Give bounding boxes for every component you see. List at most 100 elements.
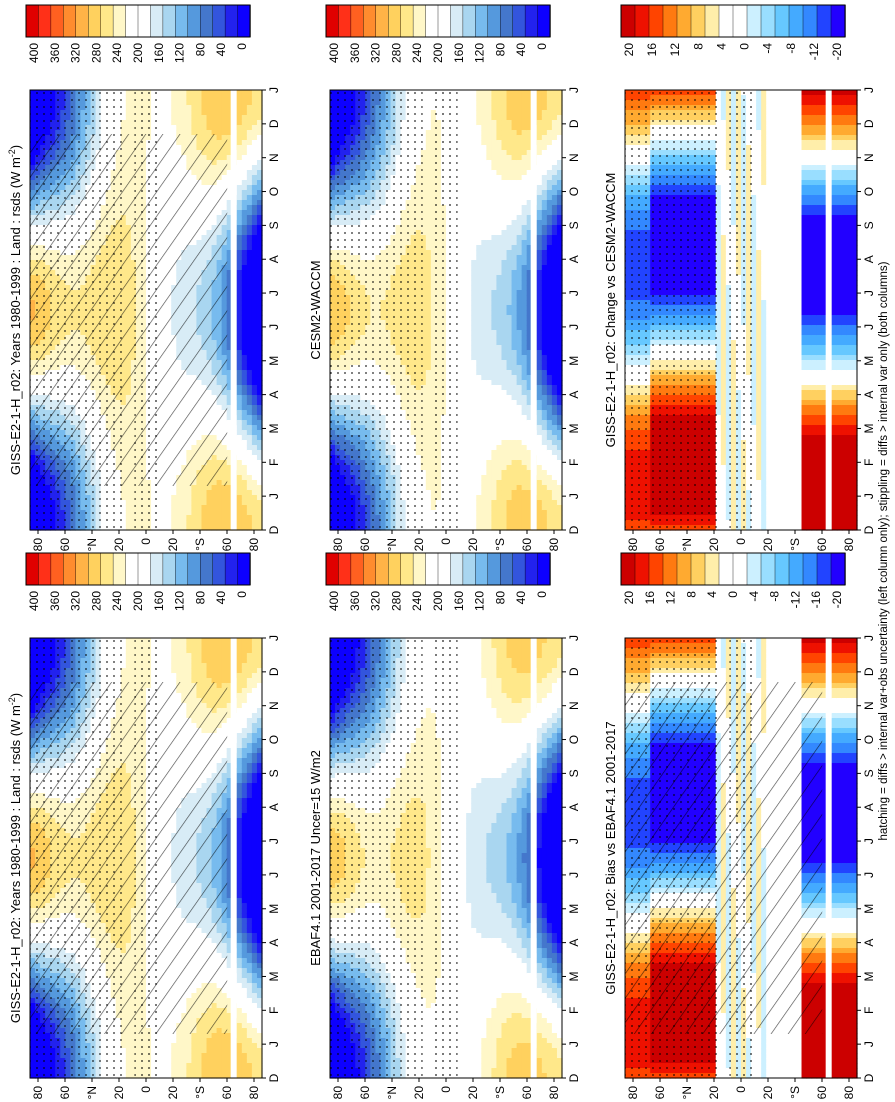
heatmap-cell (246, 753, 253, 759)
heatmap-cell (186, 668, 192, 674)
heatmap-cell (226, 1033, 233, 1039)
heatmap-cell (246, 963, 253, 969)
heatmap-cell (236, 1068, 243, 1074)
heatmap-cell (191, 653, 198, 659)
heatmap-cell (236, 1043, 243, 1049)
heatmap-cell (226, 743, 233, 749)
heatmap-cell (211, 673, 218, 679)
heatmap-cell (181, 673, 187, 679)
heatmap-cell (236, 653, 243, 659)
heatmap-cell (206, 653, 213, 659)
heatmap-cell (191, 678, 198, 684)
colorbar-label: 80 (193, 591, 207, 605)
heatmap-cell (226, 1028, 233, 1034)
heatmap-cell (236, 913, 243, 919)
heatmap-cell (251, 868, 258, 874)
heatmap-cell (211, 1073, 218, 1079)
colorbar-swatch (137, 552, 152, 586)
heatmap-cell (236, 863, 243, 869)
heatmap-cell (241, 818, 248, 824)
heatmap-cell (256, 703, 263, 709)
heatmap-cell (181, 658, 187, 664)
heatmap-cell (256, 738, 263, 744)
heatmap-cell (236, 868, 243, 874)
colorbar-label: 120 (173, 591, 187, 611)
heatmap-cell (256, 963, 263, 969)
heatmap-cell (166, 1058, 172, 1064)
colorbar-swatch (50, 552, 65, 586)
heatmap-cell (246, 863, 253, 869)
heatmap-cell (226, 858, 233, 864)
heatmap-cell (251, 873, 258, 879)
heatmap-cell (166, 1073, 172, 1079)
heatmap-cell (171, 1043, 177, 1049)
heatmap-cell (130, 658, 137, 664)
heatmap-cell (241, 963, 248, 969)
heatmap-cell (201, 643, 208, 649)
heatmap-cell (206, 1048, 213, 1054)
heatmap-cell (176, 1033, 182, 1039)
heatmap-cell (241, 1058, 248, 1064)
heatmap-cell (246, 1048, 253, 1054)
heatmap-cell (125, 1058, 132, 1064)
heatmap-cell (241, 908, 248, 914)
heatmap-cell (256, 893, 263, 899)
heatmap-cell (181, 638, 187, 644)
heatmap-cell (130, 1073, 137, 1079)
heatmap-cell (206, 648, 213, 654)
heatmap-cell (221, 678, 228, 684)
heatmap-cell (166, 1033, 172, 1039)
heatmap-cell (206, 1033, 213, 1039)
heatmap-cell (226, 688, 233, 694)
heatmap-cell (171, 643, 177, 649)
heatmap-cell (186, 653, 192, 659)
heatmap-cell (236, 928, 243, 934)
heatmap-cell (236, 878, 243, 884)
heatmap-cell (251, 788, 258, 794)
colorbar-swatch (175, 552, 189, 586)
heatmap-cell (156, 668, 162, 674)
heatmap-cell (241, 903, 248, 909)
heatmap-cell (166, 1053, 172, 1059)
heatmap-cell (120, 643, 127, 649)
heatmap-cell (186, 678, 192, 684)
heatmap-cell (236, 1003, 243, 1009)
heatmap-cell (226, 923, 233, 929)
heatmap-cell (251, 823, 258, 829)
heatmap-cell (171, 1073, 177, 1079)
heatmap-cell (236, 833, 243, 839)
heatmap-cell (246, 838, 253, 844)
heatmap-cell (130, 1058, 137, 1064)
heatmap-cell (226, 933, 233, 939)
heatmap-cell (211, 648, 218, 654)
heatmap-cell (251, 778, 258, 784)
heatmap-cell (256, 773, 263, 779)
month-tick-label: J (267, 838, 281, 844)
heatmap-cell (236, 733, 243, 739)
heatmap-cell (246, 683, 253, 689)
heatmap-cell (256, 968, 263, 974)
heatmap-cell (246, 1033, 253, 1039)
heatmap-cell (251, 1008, 258, 1014)
heatmap-cell (226, 803, 233, 809)
heatmap-cell (191, 1053, 198, 1059)
heatmap-cell (211, 653, 218, 659)
heatmap-cell (226, 868, 233, 874)
heatmap-cell (176, 1058, 182, 1064)
heatmap-cell (246, 1028, 253, 1034)
heatmap-cell (241, 698, 248, 704)
heatmap-cell (196, 1033, 203, 1039)
heatmap-cell (226, 1013, 233, 1019)
heatmap-cell (236, 888, 243, 894)
heatmap-cell (201, 673, 208, 679)
heatmap-cell (161, 638, 167, 644)
heatmap-cell (191, 643, 198, 649)
heatmap-cell (236, 813, 243, 819)
heatmap-cell (201, 1033, 208, 1039)
heatmap-cell (246, 688, 253, 694)
heatmap-cell (246, 813, 253, 819)
heatmap-cell (246, 948, 253, 954)
heatmap-cell (256, 698, 263, 704)
heatmap-cell (241, 1053, 248, 1059)
heatmap-cell (216, 1033, 223, 1039)
